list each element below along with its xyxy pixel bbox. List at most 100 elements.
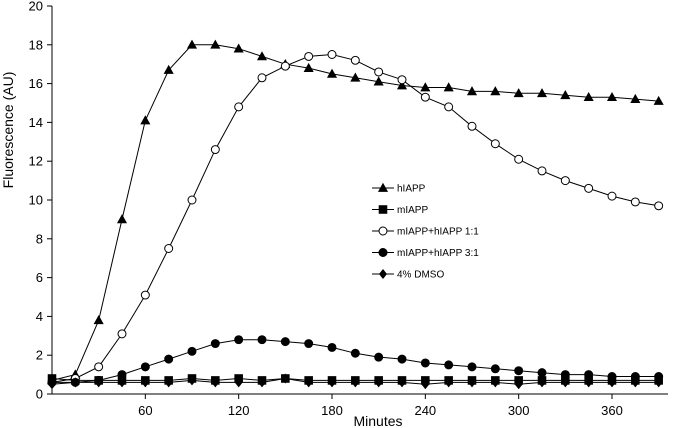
y-tick-label: 2 bbox=[36, 348, 43, 363]
series-5 bbox=[47, 373, 663, 390]
data-point bbox=[303, 62, 314, 72]
data-point bbox=[187, 375, 197, 386]
data-point bbox=[257, 335, 267, 345]
data-point bbox=[374, 352, 384, 362]
data-point bbox=[514, 154, 524, 164]
data-point bbox=[210, 339, 220, 349]
data-point bbox=[280, 61, 290, 71]
data-point bbox=[466, 86, 478, 96]
data-point bbox=[234, 102, 244, 112]
data-point bbox=[630, 197, 640, 207]
data-point bbox=[117, 329, 127, 339]
y-axis-title: Fluorescence (AU) bbox=[0, 72, 16, 189]
legend-label: mIAPP+hIAPP 1:1 bbox=[397, 227, 479, 238]
data-point bbox=[420, 92, 430, 102]
data-point bbox=[584, 183, 594, 193]
data-point bbox=[537, 368, 547, 378]
data-point bbox=[164, 377, 173, 388]
data-point bbox=[94, 377, 103, 388]
legend-label: mIAPP bbox=[397, 205, 428, 216]
y-tick-label: 8 bbox=[36, 231, 43, 246]
data-point bbox=[350, 55, 360, 65]
data-point bbox=[490, 364, 500, 374]
legend-marker bbox=[378, 268, 388, 280]
data-point bbox=[326, 68, 338, 78]
data-point bbox=[234, 335, 244, 345]
data-point bbox=[630, 93, 641, 103]
data-point bbox=[513, 88, 524, 98]
data-point bbox=[351, 377, 360, 388]
data-point bbox=[607, 377, 617, 388]
data-point bbox=[211, 377, 220, 388]
data-point bbox=[374, 377, 383, 388]
data-point bbox=[420, 358, 430, 368]
data-point bbox=[234, 377, 243, 388]
data-point bbox=[304, 377, 313, 388]
data-point bbox=[281, 373, 290, 384]
data-point bbox=[233, 43, 244, 53]
x-tick-label: 300 bbox=[508, 403, 530, 418]
series-1 bbox=[46, 39, 664, 385]
legend-marker bbox=[377, 182, 389, 192]
data-point bbox=[116, 214, 128, 224]
data-point bbox=[420, 82, 431, 92]
y-tick-label: 0 bbox=[36, 387, 43, 402]
y-tick-label: 12 bbox=[29, 154, 43, 169]
legend-entry: mIAPP bbox=[372, 205, 428, 216]
data-point bbox=[327, 50, 337, 59]
data-point bbox=[256, 51, 268, 61]
data-point bbox=[304, 51, 314, 61]
legend-entry: mIAPP+hIAPP 1:1 bbox=[372, 227, 479, 238]
data-point bbox=[280, 337, 290, 347]
data-point bbox=[93, 315, 104, 325]
series-layer bbox=[46, 39, 664, 390]
data-point bbox=[561, 377, 570, 388]
legend: hIAPP mIAPP mIAPP+hIAPP 1:1 mIAPP+hIAPP 3:1… bbox=[372, 182, 479, 281]
data-point bbox=[444, 360, 454, 370]
data-point bbox=[397, 75, 407, 85]
data-point bbox=[397, 377, 407, 388]
legend-marker bbox=[378, 205, 388, 214]
data-point bbox=[536, 88, 548, 98]
data-point bbox=[374, 67, 384, 77]
data-point bbox=[444, 377, 453, 388]
data-point bbox=[606, 91, 618, 102]
data-point bbox=[304, 339, 314, 349]
y-tick-label: 6 bbox=[36, 270, 43, 285]
data-point bbox=[514, 379, 523, 390]
x-axis-title: Minutes bbox=[353, 413, 402, 428]
legend-entry: hIAPP bbox=[372, 182, 426, 195]
data-point bbox=[94, 362, 104, 372]
data-point bbox=[164, 244, 174, 253]
y-tick-label: 18 bbox=[29, 37, 43, 52]
data-point bbox=[654, 201, 664, 211]
data-point bbox=[396, 80, 408, 90]
y-tick-label: 14 bbox=[29, 115, 43, 130]
data-point bbox=[186, 39, 198, 49]
data-point bbox=[491, 377, 500, 388]
data-point bbox=[373, 76, 384, 86]
data-point bbox=[47, 379, 57, 390]
y-tick-label: 10 bbox=[29, 193, 43, 208]
series-line bbox=[51, 53, 659, 383]
data-point bbox=[631, 377, 640, 388]
data-point bbox=[467, 362, 477, 372]
data-point bbox=[443, 82, 454, 92]
data-point bbox=[71, 377, 80, 388]
data-point bbox=[140, 290, 150, 300]
data-point bbox=[164, 354, 174, 364]
data-point bbox=[467, 377, 477, 388]
data-point bbox=[421, 379, 430, 390]
data-point bbox=[163, 64, 174, 74]
data-point bbox=[141, 377, 150, 388]
data-point bbox=[444, 102, 454, 112]
y-tick-label: 4 bbox=[36, 309, 43, 324]
y-tick-label: 20 bbox=[29, 0, 43, 14]
x-tick-label: 120 bbox=[228, 403, 250, 418]
data-point bbox=[210, 39, 221, 49]
data-point bbox=[607, 191, 617, 201]
data-point bbox=[257, 377, 267, 388]
data-point bbox=[257, 73, 267, 83]
data-point bbox=[583, 91, 594, 102]
data-point bbox=[490, 139, 500, 149]
